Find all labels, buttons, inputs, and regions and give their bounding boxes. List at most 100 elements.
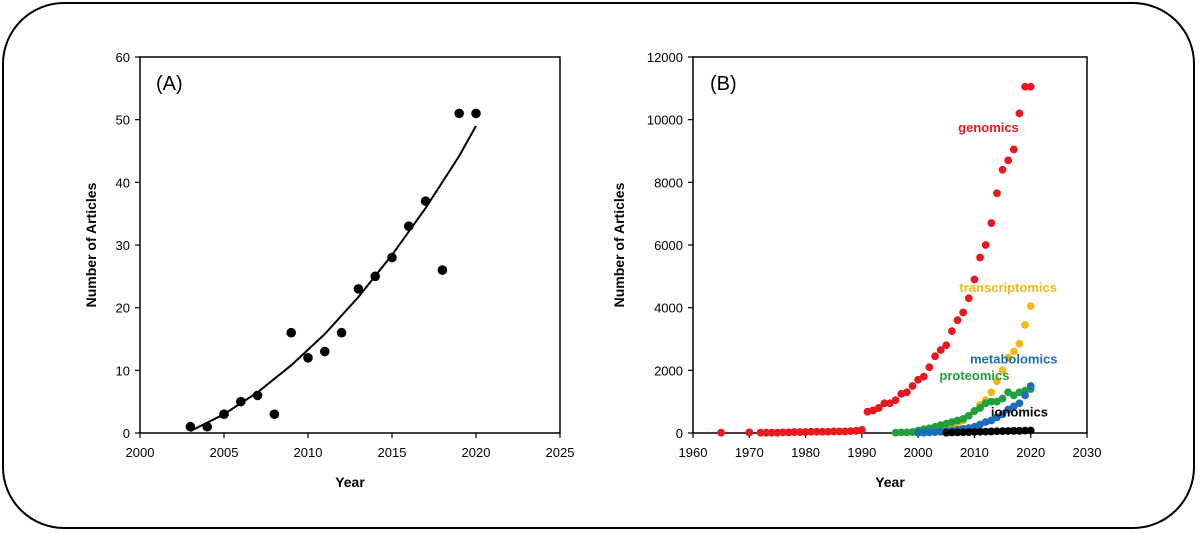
data-point-genomics bbox=[767, 428, 776, 437]
data-point-ionomics bbox=[998, 427, 1007, 436]
data-point-ionomics bbox=[964, 428, 973, 436]
data-point-series bbox=[454, 108, 465, 119]
y-tick-label: 60 bbox=[116, 50, 130, 65]
data-point-ionomics bbox=[948, 428, 956, 437]
x-axis-label: Year bbox=[335, 474, 365, 490]
y-tick-label: 12000 bbox=[647, 50, 683, 65]
data-point-metabolomics bbox=[914, 428, 923, 437]
data-point-genomics bbox=[993, 189, 1001, 198]
x-tick-label: 2020 bbox=[462, 445, 491, 460]
data-point-transcriptomics bbox=[993, 377, 1001, 386]
plot-area-b bbox=[692, 56, 1088, 434]
data-point-genomics bbox=[970, 275, 979, 284]
data-point-genomics bbox=[942, 341, 951, 350]
data-point-metabolomics bbox=[1026, 382, 1035, 390]
data-point-genomics bbox=[874, 404, 883, 412]
data-point-ionomics bbox=[993, 427, 1001, 436]
data-point-series bbox=[336, 327, 347, 338]
data-point-genomics bbox=[998, 165, 1007, 174]
data-point-ionomics bbox=[1021, 426, 1029, 435]
data-point-genomics bbox=[779, 428, 787, 437]
data-point-series bbox=[252, 390, 263, 401]
x-tick-label: 1990 bbox=[847, 445, 876, 460]
data-point-genomics bbox=[1015, 109, 1024, 118]
x-tick-label: 2010 bbox=[294, 445, 323, 460]
y-tick-label: 20 bbox=[116, 301, 130, 316]
series-label-genomics: genomics bbox=[958, 120, 1019, 135]
data-point-genomics bbox=[801, 428, 810, 436]
data-point-transcriptomics bbox=[1015, 339, 1024, 348]
data-point-series bbox=[320, 346, 330, 357]
data-point-genomics bbox=[959, 308, 968, 317]
data-point-series bbox=[437, 265, 448, 275]
data-point-genomics bbox=[824, 427, 832, 436]
data-point-transcriptomics bbox=[1004, 353, 1013, 362]
data-point-ionomics bbox=[987, 427, 996, 436]
data-point-genomics bbox=[745, 428, 754, 437]
data-point-ionomics bbox=[1026, 426, 1035, 435]
data-point-ionomics bbox=[959, 428, 968, 437]
y-tick-label: 40 bbox=[116, 175, 130, 190]
data-point-genomics bbox=[925, 363, 934, 372]
data-point-ionomics bbox=[953, 428, 962, 437]
data-point-genomics bbox=[1026, 82, 1035, 91]
data-point-genomics bbox=[948, 327, 956, 336]
data-point-transcriptomics bbox=[1026, 302, 1035, 310]
y-tick-label: 10 bbox=[116, 363, 130, 378]
data-point-metabolomics bbox=[925, 428, 934, 437]
series-label-transcriptomics: transcriptomics bbox=[959, 280, 1057, 295]
data-point-genomics bbox=[807, 427, 816, 436]
y-axis-label: Number of Articles bbox=[611, 182, 627, 307]
data-point-genomics bbox=[812, 427, 821, 436]
data-point-ionomics bbox=[970, 428, 979, 436]
data-point-genomics bbox=[841, 427, 849, 436]
x-tick-label: 2000 bbox=[126, 445, 155, 460]
y-tick-label: 4000 bbox=[654, 301, 683, 316]
data-point-series bbox=[219, 409, 229, 420]
data-point-genomics bbox=[790, 428, 799, 436]
data-point-series bbox=[236, 396, 246, 407]
x-axis-label: Year bbox=[875, 474, 905, 490]
data-point-genomics bbox=[846, 427, 855, 436]
data-point-genomics bbox=[756, 428, 765, 437]
data-point-transcriptomics bbox=[987, 388, 996, 397]
data-point-genomics bbox=[908, 382, 917, 390]
y-tick-label: 8000 bbox=[654, 175, 683, 190]
data-point-series bbox=[185, 421, 196, 432]
plot-area-a bbox=[139, 56, 561, 434]
series-label-ionomics: ionomics bbox=[991, 405, 1048, 420]
data-point-ionomics bbox=[976, 427, 984, 436]
data-point-genomics bbox=[835, 427, 844, 436]
data-point-genomics bbox=[964, 294, 973, 303]
data-point-ionomics bbox=[1004, 427, 1013, 435]
data-point-series bbox=[471, 108, 481, 119]
data-point-proteomics bbox=[998, 394, 1007, 403]
data-point-ionomics bbox=[1009, 426, 1018, 435]
data-point-transcriptomics bbox=[998, 366, 1007, 375]
x-tick-label: 1980 bbox=[791, 445, 820, 460]
x-tick-label: 2025 bbox=[546, 445, 575, 460]
data-point-series bbox=[202, 421, 212, 432]
data-point-genomics bbox=[891, 396, 900, 404]
data-point-genomics bbox=[953, 316, 962, 325]
data-point-series bbox=[353, 284, 364, 294]
data-point-series bbox=[420, 196, 431, 206]
y-tick-label: 6000 bbox=[654, 238, 683, 253]
data-point-genomics bbox=[829, 427, 838, 436]
x-tick-label: 1960 bbox=[679, 445, 708, 460]
data-point-proteomics bbox=[897, 428, 906, 437]
data-point-metabolomics bbox=[931, 428, 939, 436]
data-point-genomics bbox=[717, 428, 726, 437]
data-point-genomics bbox=[880, 399, 889, 408]
data-point-metabolomics bbox=[919, 428, 928, 437]
x-tick-label: 2030 bbox=[1073, 445, 1102, 460]
data-point-genomics bbox=[773, 428, 782, 437]
trendline bbox=[189, 125, 477, 433]
x-tick-label: 1970 bbox=[735, 445, 764, 460]
data-point-transcriptomics bbox=[1021, 321, 1029, 329]
panel-label: (A) bbox=[156, 73, 183, 95]
data-point-metabolomics bbox=[1015, 399, 1024, 408]
data-point-genomics bbox=[1009, 145, 1018, 154]
